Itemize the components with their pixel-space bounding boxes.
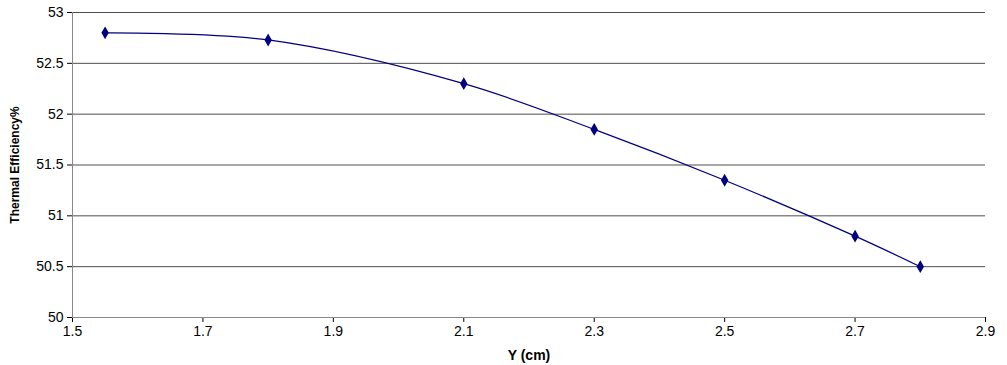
svg-text:1.5: 1.5 xyxy=(63,323,83,339)
svg-text:Thermal Efficiency%: Thermal Efficiency% xyxy=(8,106,22,224)
svg-text:51: 51 xyxy=(48,207,64,223)
svg-text:1.9: 1.9 xyxy=(324,323,344,339)
svg-text:51.5: 51.5 xyxy=(36,156,63,172)
svg-text:52: 52 xyxy=(48,106,64,122)
svg-text:50: 50 xyxy=(48,309,64,325)
svg-text:2.5: 2.5 xyxy=(715,323,735,339)
svg-text:Y (cm): Y (cm) xyxy=(508,347,551,363)
svg-text:2.7: 2.7 xyxy=(845,323,865,339)
svg-text:2.1: 2.1 xyxy=(454,323,474,339)
svg-text:53: 53 xyxy=(48,4,64,20)
svg-text:2.3: 2.3 xyxy=(584,323,604,339)
svg-text:52.5: 52.5 xyxy=(36,55,63,71)
svg-text:1.7: 1.7 xyxy=(193,323,213,339)
svg-text:2.9: 2.9 xyxy=(976,323,996,339)
svg-text:50.5: 50.5 xyxy=(36,258,63,274)
